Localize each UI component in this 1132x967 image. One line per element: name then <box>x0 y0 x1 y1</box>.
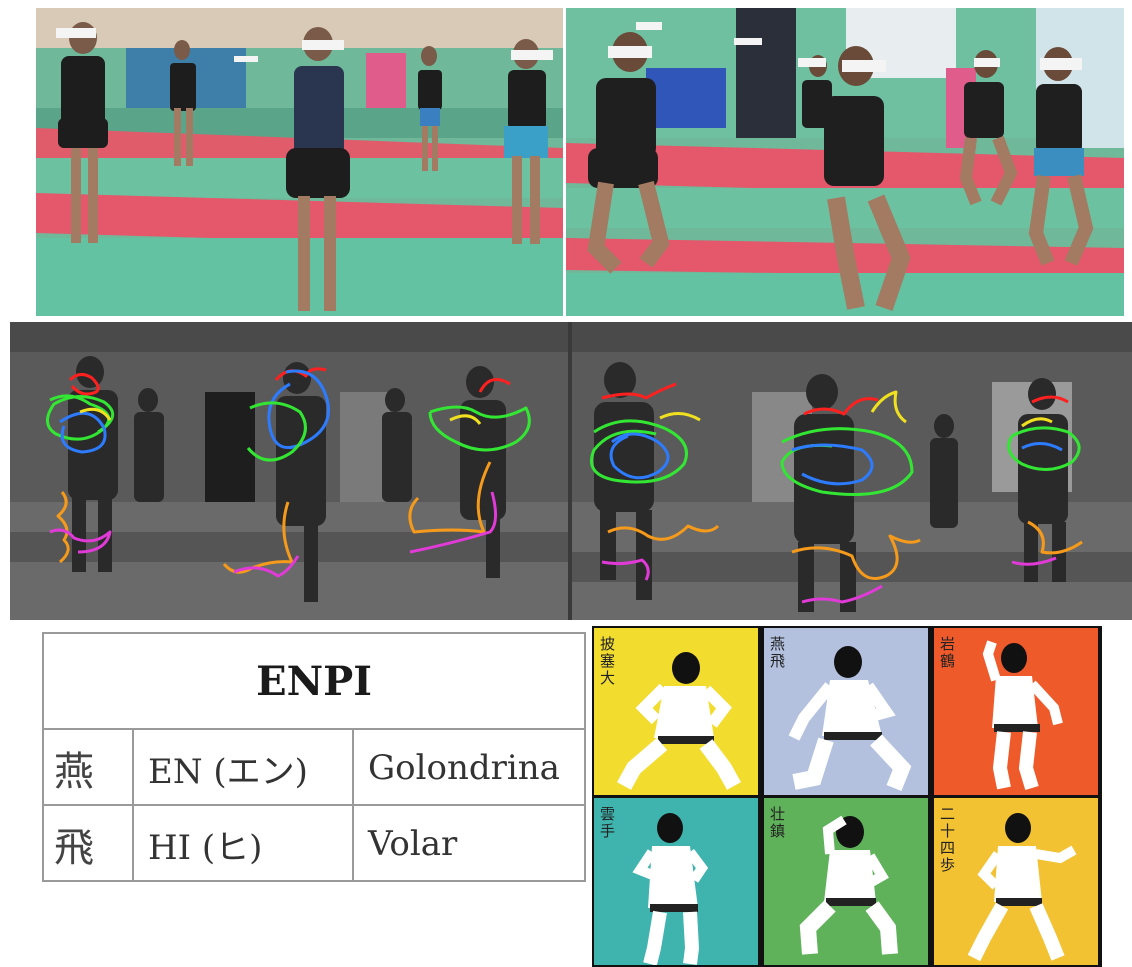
kata-illustration-grid: 披塞大 燕飛 岩鶴 <box>592 626 1102 967</box>
karateka-figure-guard <box>632 813 709 965</box>
karateka-figure-kneel <box>788 646 912 791</box>
kata-tile-6: 二十四歩 <box>934 798 1098 965</box>
tracking-frame-squatting <box>572 322 1132 620</box>
karateka-figure-crane <box>982 640 1063 791</box>
table-title: ENPI <box>44 634 584 730</box>
tracking-frame-standing <box>10 322 568 620</box>
kata-tile-label: 岩鶴 <box>940 635 956 670</box>
table-row-1-kanji: 燕 <box>54 749 94 795</box>
kata-tile-label: 披塞大 <box>600 635 616 687</box>
column-divider <box>352 730 354 880</box>
table-row-1-reading: EN (エン) <box>148 751 308 792</box>
table-row-1-meaning: Golondrina <box>368 748 560 788</box>
tracking-trajectories-left <box>10 322 568 620</box>
kata-tile-2: 燕飛 <box>764 628 928 795</box>
kata-tile-label: 燕飛 <box>770 635 786 670</box>
karateka-figure-horse-stance <box>799 815 898 955</box>
motion-tracking-strip <box>10 322 1132 620</box>
training-photo-squatting <box>566 8 1124 316</box>
squatting-scene-graphic <box>566 8 1124 316</box>
standing-scene-graphic <box>36 8 563 316</box>
kata-tile-label: 壮鎮 <box>770 805 786 840</box>
table-row-2-kanji: 飛 <box>54 825 94 871</box>
kata-tile-3: 岩鶴 <box>934 628 1098 795</box>
karateka-figure-stance <box>617 652 741 790</box>
tracking-trajectories-right <box>572 322 1132 620</box>
column-divider <box>132 730 134 880</box>
training-photo-standing <box>36 8 563 316</box>
karateka-figure-strike <box>967 813 1077 962</box>
kata-tile-label: 二十四歩 <box>940 805 956 874</box>
kata-tile-4: 雲手 <box>594 798 758 965</box>
enpi-kanji-table: ENPI 燕 EN (エン) Golondrina 飛 HI (ヒ) Volar <box>42 632 586 882</box>
kata-tile-1: 披塞大 <box>594 628 758 795</box>
table-row-2-reading: HI (ヒ) <box>148 827 263 868</box>
table-row-2-meaning: Volar <box>368 824 458 864</box>
kata-tile-5: 壮鎮 <box>764 798 928 965</box>
kata-tile-label: 雲手 <box>600 805 616 840</box>
row-divider <box>44 804 584 806</box>
